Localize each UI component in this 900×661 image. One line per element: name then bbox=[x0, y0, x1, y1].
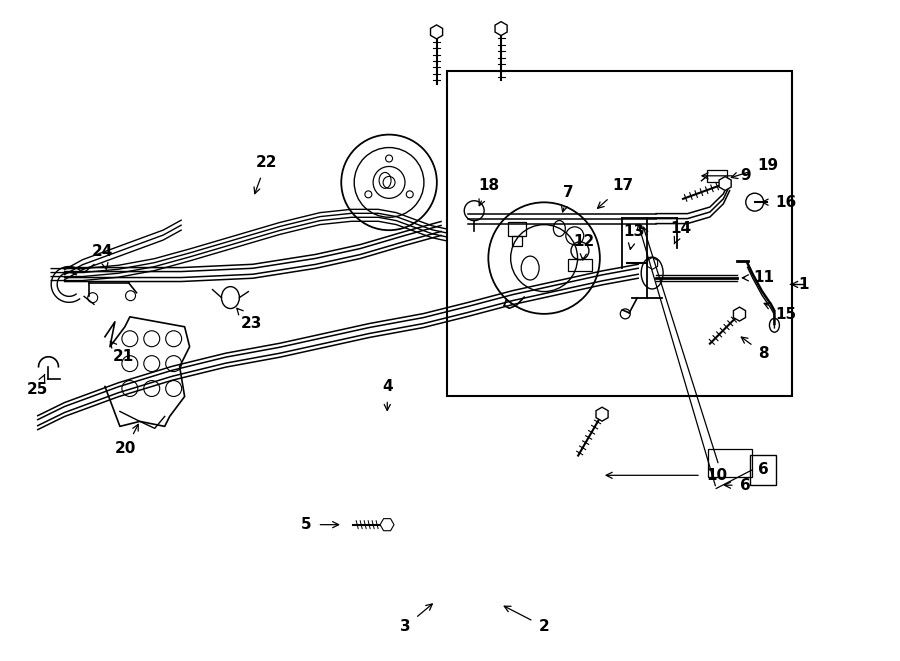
Text: 5: 5 bbox=[302, 517, 338, 532]
Text: 25: 25 bbox=[27, 374, 49, 397]
Bar bbox=[512, 236, 522, 246]
Bar bbox=[508, 222, 526, 236]
Text: 22: 22 bbox=[254, 155, 277, 194]
Text: 6: 6 bbox=[758, 462, 769, 477]
Text: 19: 19 bbox=[732, 159, 778, 178]
Text: 20: 20 bbox=[115, 424, 139, 457]
Text: 10: 10 bbox=[606, 468, 727, 483]
Text: 11: 11 bbox=[742, 270, 774, 286]
Bar bbox=[708, 449, 752, 477]
Text: 15: 15 bbox=[764, 303, 796, 321]
Text: 16: 16 bbox=[762, 194, 796, 210]
Bar bbox=[707, 170, 727, 182]
Text: 3: 3 bbox=[400, 604, 432, 634]
Bar bbox=[568, 258, 592, 270]
Bar bbox=[447, 71, 792, 397]
Text: 9: 9 bbox=[702, 169, 752, 183]
Text: 12: 12 bbox=[574, 234, 595, 260]
Text: 24: 24 bbox=[92, 244, 113, 269]
Text: 18: 18 bbox=[478, 178, 500, 206]
Text: 2: 2 bbox=[504, 606, 550, 634]
Text: 6: 6 bbox=[724, 478, 751, 492]
Text: 8: 8 bbox=[742, 337, 769, 361]
Text: 14: 14 bbox=[670, 221, 692, 244]
Text: 21: 21 bbox=[111, 342, 133, 364]
Text: 4: 4 bbox=[382, 379, 392, 410]
Text: 1: 1 bbox=[790, 277, 809, 292]
Text: 23: 23 bbox=[237, 308, 262, 331]
Text: 17: 17 bbox=[598, 178, 634, 208]
Text: 7: 7 bbox=[562, 185, 573, 212]
Text: 13: 13 bbox=[623, 224, 644, 249]
